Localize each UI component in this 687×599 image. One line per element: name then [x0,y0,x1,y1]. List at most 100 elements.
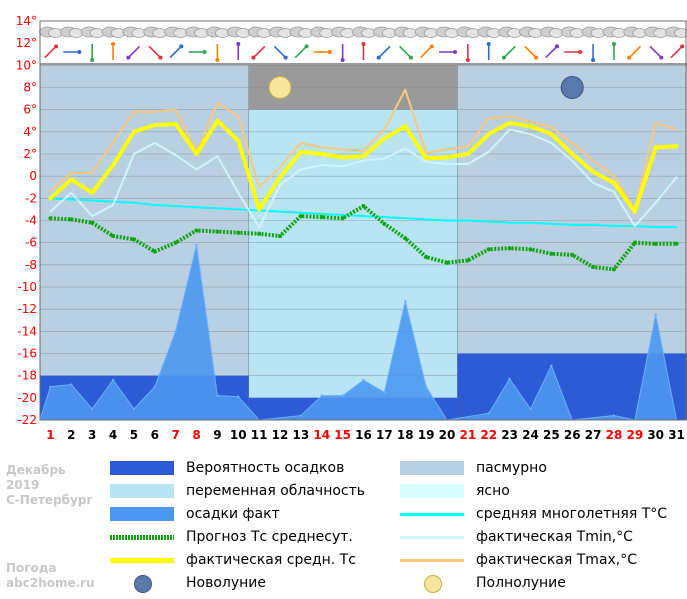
legend-label: Полнолуние [476,575,566,591]
y-tick-label: -2 [25,191,37,205]
legend-label: Вероятность осадков [186,460,345,476]
precip-fact-point [70,383,73,386]
cloud-icon [674,28,687,38]
precip-fact-point [383,391,386,394]
series-point-forecast [591,265,596,270]
x-tick-label: 10 [230,428,247,442]
series-point-forecast [424,255,429,260]
series-point-fact_min [153,141,156,144]
series-point-avg_longterm [237,208,240,211]
series-point-fact_min [49,210,52,213]
series-point-fact_min [320,164,323,167]
series-point-fact_max [258,186,261,189]
legend-swatch-fact_min [400,536,464,539]
legend-label: фактическая средн. Тс [186,552,356,568]
precip-fact-point [49,385,52,388]
wind-arrow-head [627,55,632,60]
series-point-fact_max [445,148,448,151]
series-point-fact_avg [48,196,53,201]
series-point-avg_longterm [279,210,282,213]
series-point-forecast [90,220,95,225]
series-point-fact_max [362,149,365,152]
wind-arrow-head [215,58,220,62]
y-tick-label: 14° [16,14,37,28]
series-point-fact_avg [257,207,262,212]
series-point-avg_longterm [383,216,386,219]
series-point-fact_max [550,126,553,129]
series-point-forecast [194,228,199,233]
series-point-fact_min [404,147,407,150]
meta-year: 2019 [6,478,40,492]
x-tick-label: 20 [439,428,456,442]
precip-fact-point [404,300,407,303]
series-point-fact_max [404,88,407,91]
y-tick-label: 6° [23,103,37,117]
precip-fact-point [174,330,177,333]
series-point-fact_max [571,141,574,144]
series-point-fact_avg [90,190,95,195]
series-point-fact_min [216,155,219,158]
series-point-fact_avg [278,175,283,180]
series-point-fact_min [654,201,657,204]
x-tick-label: 2 [67,428,75,442]
precip-fact-point [132,407,136,411]
wind-arrow-head [578,50,583,54]
y-tick-label: -18 [17,369,37,383]
series-point-fact_avg [486,132,491,137]
series-point-forecast [215,229,220,234]
series-point-forecast [570,252,575,257]
series-point-forecast [278,234,283,239]
wind-arrow-head [429,44,434,49]
site-line-1: Погода [6,561,57,575]
series-point-fact_min [612,190,615,193]
legend-swatch-precip_prob [110,461,174,475]
wind-arrow-icon [503,45,516,59]
precip-fact-point [195,243,198,247]
legend-swatch-new_moon [134,575,152,593]
series-point-forecast [486,247,491,252]
legend-label: переменная облачность [186,483,366,499]
wind-arrow-icon [524,45,537,59]
series-point-forecast [319,215,324,220]
series-point-avg_longterm [612,225,615,228]
wind-arrow-head [611,42,616,46]
wind-arrow-head [554,44,559,49]
series-point-fact_max [91,171,94,174]
wind-arrow-head [340,58,345,62]
x-tick-label: 18 [397,428,414,442]
series-point-avg_longterm [592,223,595,226]
precip-fact-point [612,414,616,417]
wind-arrow-head [376,55,381,60]
series-point-fact_min [550,141,553,144]
series-point-fact_avg [632,209,637,214]
precip-fact-point [237,395,240,398]
wind-arrow-head [361,42,366,46]
series-point-avg_longterm [299,211,302,214]
x-tick-label: 16 [355,428,372,442]
series-point-fact_max [425,151,428,154]
series-point-fact_max [49,189,52,192]
series-point-avg_longterm [404,217,407,220]
y-tick-label: 0 [29,169,37,183]
legend-swatch-avg_longterm [400,513,464,516]
series-point-fact_min [299,168,302,171]
legend-swatch-forecast [110,535,174,540]
wind-arrow-icon [628,45,642,59]
wind-arrow-icon [252,45,266,59]
series-point-fact_max [592,159,595,162]
y-tick-label: -16 [17,347,37,361]
series-point-fact_max [237,115,240,118]
series-point-fact_max [383,128,386,131]
site-line-2: abc2home.ru [6,576,95,590]
chart-legend: Вероятность осадков пасмурно переменная об… [0,455,687,599]
series-point-fact_max [70,171,73,174]
series-point-fact_min [592,181,595,184]
precip-fact-point [424,385,428,388]
series-point-avg_longterm [675,226,678,229]
series-point-fact_avg [236,138,241,143]
series-point-fact_min [529,133,532,136]
series-point-fact_avg [298,149,303,154]
y-tick-label: 2° [23,147,37,161]
series-point-fact_min [383,157,386,160]
x-tick-label: 7 [171,428,179,442]
